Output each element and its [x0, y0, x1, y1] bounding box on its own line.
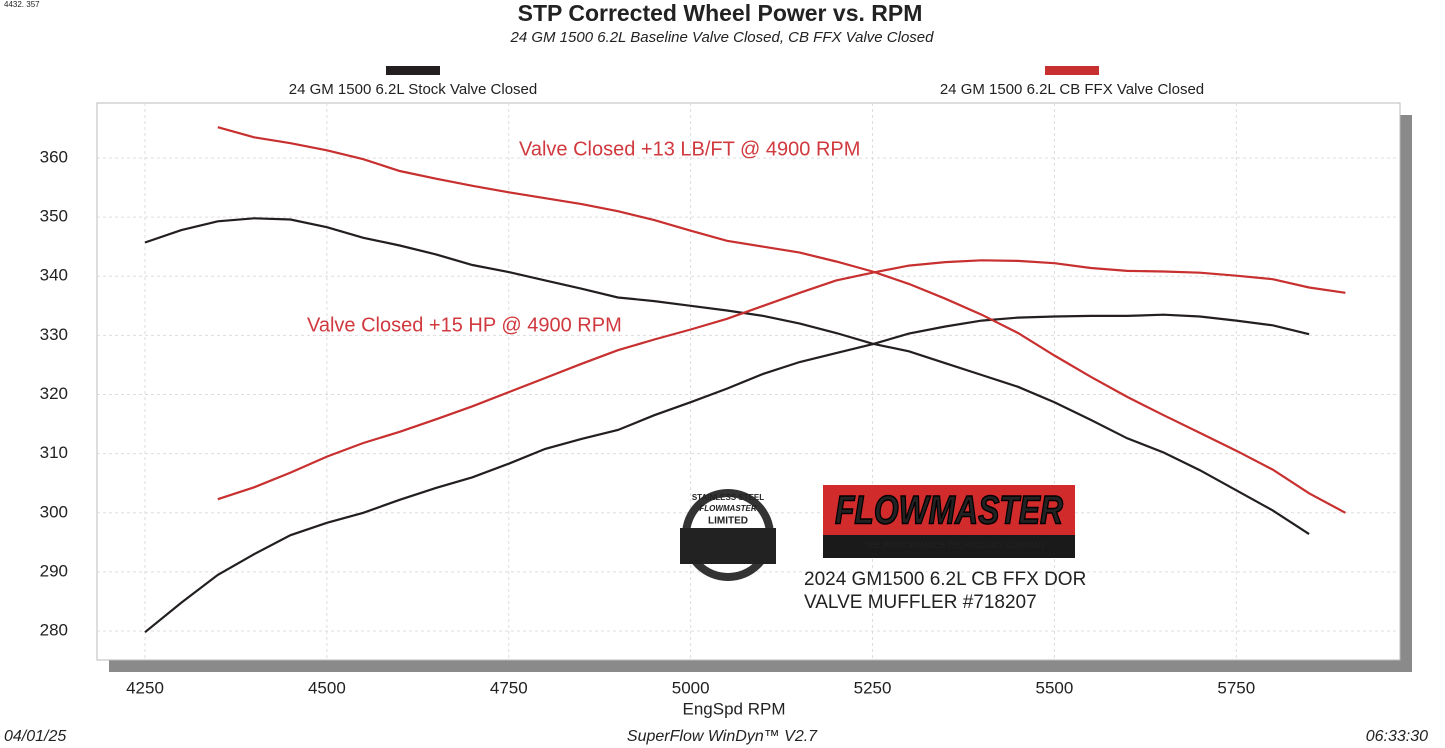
- logo-tagline: THE PERFORMANCE TECHNOLOGY COMPANY: [865, 541, 1046, 550]
- footer-date: 04/01/25: [4, 728, 66, 745]
- x-tick-label: 5250: [854, 678, 892, 697]
- x-tick-label: 5500: [1036, 678, 1074, 697]
- footer-software: SuperFlow WinDyn™ V2.7: [627, 728, 818, 745]
- x-tick-label: 4500: [308, 678, 346, 697]
- x-tick-label: 4250: [126, 678, 164, 697]
- corner-note: 4432. 357: [4, 0, 40, 9]
- series-line: [217, 259, 1346, 501]
- logo-brand: FLOWMASTER: [835, 489, 1063, 533]
- series-line: [144, 217, 1310, 536]
- annotation: Valve Closed +15 HP @ 4900 RPM: [307, 314, 622, 336]
- legend-label: 24 GM 1500 6.2L Stock Valve Closed: [289, 81, 537, 98]
- product-line: 2024 GM1500 6.2L CB FFX DOR: [804, 569, 1086, 590]
- y-tick-label: 290: [40, 561, 68, 580]
- y-tick-label: 310: [40, 443, 68, 462]
- x-axis-label: EngSpd RPM: [683, 699, 786, 718]
- y-tick-label: 350: [40, 207, 68, 226]
- badge-mid: LIMITED: [708, 516, 748, 527]
- y-tick-label: 280: [40, 621, 68, 640]
- product-line: VALVE MUFFLER #718207: [804, 592, 1037, 613]
- x-tick-label: 5750: [1217, 678, 1255, 697]
- y-tick-label: 340: [40, 266, 68, 285]
- badge-top: STAINLESS STEEL: [692, 493, 764, 502]
- x-tick-label: 5000: [672, 678, 710, 697]
- y-tick-label: 360: [40, 147, 68, 166]
- series-line: [144, 313, 1310, 634]
- flowmaster-logo: FLOWMASTER THE PERFORMANCE TECHNOLOGY CO…: [823, 485, 1075, 558]
- y-tick-label: 320: [40, 384, 68, 403]
- chart-title: STP Corrected Wheel Power vs. RPM: [518, 0, 923, 26]
- legend-swatch: [1045, 66, 1099, 75]
- series-line: [217, 126, 1346, 514]
- warranty-badge: STAINLESS STEEL FLOWMASTER LIMITED LIFET…: [680, 489, 776, 581]
- grid: [97, 103, 1400, 660]
- annotation: Valve Closed +13 LB/FT @ 4900 RPM: [519, 138, 860, 160]
- badge-line2: WARRANTY: [685, 546, 772, 563]
- y-tick-label: 330: [40, 325, 68, 344]
- legend-label: 24 GM 1500 6.2L CB FFX Valve Closed: [940, 81, 1204, 98]
- chart-subtitle: 24 GM 1500 6.2L Baseline Valve Closed, C…: [509, 29, 934, 46]
- footer-time: 06:33:30: [1366, 728, 1428, 745]
- badge-band: [680, 528, 776, 564]
- badge-brand: FLOWMASTER: [699, 504, 757, 513]
- x-tick-label: 4750: [490, 678, 528, 697]
- legend-swatch: [386, 66, 440, 75]
- y-tick-label: 300: [40, 502, 68, 521]
- logo-black: [823, 535, 1075, 558]
- badge-line1: LIFETIME: [689, 526, 766, 545]
- plot-area: [96, 102, 1401, 661]
